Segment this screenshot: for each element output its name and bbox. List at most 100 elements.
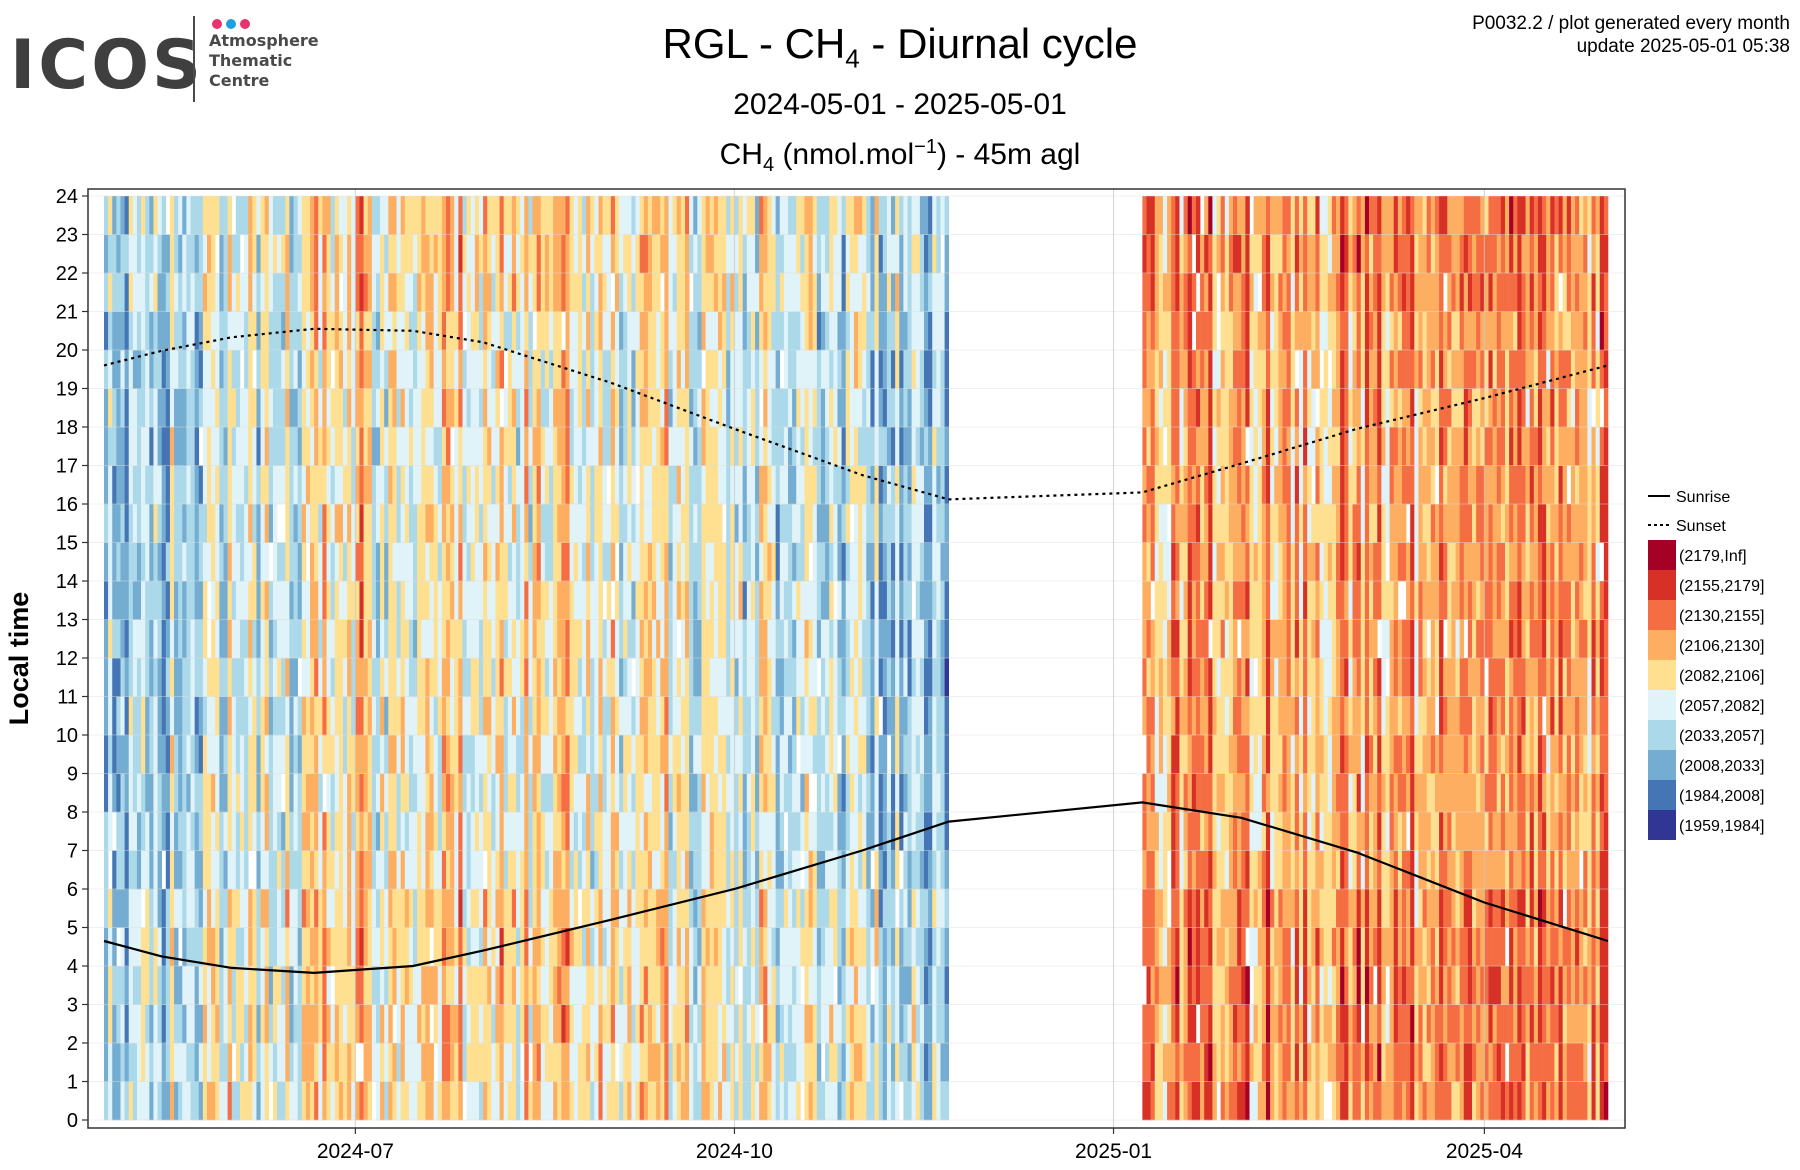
heatmap-cell	[631, 735, 636, 774]
heatmap-cell	[466, 812, 472, 851]
heatmap-cell	[775, 388, 781, 428]
heatmap-cell	[141, 696, 146, 736]
heatmap-cell	[446, 619, 451, 659]
heatmap-cell	[759, 350, 764, 389]
heatmap-cell	[870, 234, 875, 274]
heatmap-cell	[573, 850, 579, 890]
heatmap-cell	[124, 812, 130, 851]
heatmap-cell	[891, 966, 896, 1005]
heatmap-cell	[870, 1043, 875, 1082]
heatmap-cell	[367, 735, 373, 774]
heatmap-cell	[565, 812, 570, 851]
heatmap-cell	[680, 196, 686, 235]
heatmap-cell	[623, 658, 628, 697]
heatmap-cell	[396, 504, 401, 543]
heatmap-cell	[1146, 350, 1151, 389]
heatmap-cell	[478, 427, 484, 466]
heatmap-cell	[685, 619, 690, 659]
heatmap-cell	[446, 196, 451, 235]
heatmap-cell	[252, 889, 257, 928]
heatmap-cell	[231, 619, 237, 659]
heatmap-cell	[722, 773, 727, 813]
heatmap-cell	[202, 273, 208, 312]
heatmap-cell	[462, 427, 467, 466]
heatmap-cell	[647, 196, 653, 235]
heatmap-cell	[763, 619, 768, 659]
heatmap-cell	[602, 311, 608, 351]
heatmap-cell	[862, 1004, 867, 1044]
heatmap-cell	[1150, 234, 1156, 274]
heatmap-cell	[392, 927, 397, 967]
heatmap-cell	[132, 1081, 138, 1121]
heatmap-cell	[643, 427, 649, 466]
heatmap-cell	[248, 234, 253, 274]
heatmap-cell	[178, 1081, 183, 1121]
heatmap-cell	[911, 850, 917, 890]
heatmap-cell	[388, 1081, 393, 1121]
heatmap-cell	[289, 465, 294, 505]
heatmap-cell	[610, 850, 616, 890]
heatmap-cell	[693, 927, 698, 967]
heatmap-cell	[112, 234, 117, 274]
heatmap-cell	[928, 927, 933, 967]
heatmap-cell	[874, 773, 879, 813]
heatmap-cell	[726, 273, 731, 312]
heatmap-cell	[470, 350, 476, 389]
heatmap-cell	[709, 388, 715, 428]
heatmap-cell	[359, 350, 364, 389]
heatmap-cell	[256, 427, 261, 466]
heatmap-cell	[573, 234, 579, 274]
heatmap-cell	[895, 850, 900, 890]
heatmap-cell	[458, 619, 463, 659]
heatmap-cell	[458, 735, 463, 774]
heatmap-cell	[207, 966, 212, 1005]
heatmap-cell	[672, 388, 678, 428]
heatmap-cell	[549, 504, 554, 543]
heatmap-cell	[491, 658, 496, 697]
heatmap-cell	[454, 735, 459, 774]
heatmap-cell	[174, 812, 179, 851]
heatmap-cell	[301, 427, 307, 466]
heatmap-cell	[132, 504, 138, 543]
heatmap-cell	[717, 1081, 723, 1121]
heatmap-cell	[462, 465, 467, 505]
heatmap-cell	[384, 966, 389, 1005]
heatmap-cell	[417, 696, 422, 736]
heatmap-cell	[891, 465, 896, 505]
heatmap-cell	[355, 465, 360, 505]
heatmap-cell	[281, 850, 286, 890]
heatmap-cell	[347, 465, 352, 505]
heatmap-cell	[1142, 311, 1147, 351]
heatmap-cell	[363, 889, 369, 928]
heatmap-cell	[404, 350, 410, 389]
heatmap-cell	[726, 966, 731, 1005]
heatmap-cell	[598, 735, 603, 774]
heatmap-cell	[462, 196, 467, 235]
heatmap-cell	[656, 1043, 661, 1082]
heatmap-cell	[623, 619, 628, 659]
heatmap-cell	[446, 812, 451, 851]
heatmap-cell	[408, 1004, 414, 1044]
heatmap-cell	[792, 350, 797, 389]
heatmap-cell	[882, 542, 888, 582]
heatmap-cell	[207, 350, 212, 389]
heatmap-cell	[194, 311, 200, 351]
heatmap-cell	[775, 504, 781, 543]
heatmap-cell	[878, 504, 884, 543]
heatmap-cell	[866, 658, 871, 697]
heatmap-cell	[458, 427, 463, 466]
heatmap-cell	[610, 735, 616, 774]
heatmap-cell	[116, 388, 121, 428]
heatmap-cell	[891, 350, 896, 389]
heatmap-cell	[631, 350, 636, 389]
heatmap-cell	[557, 735, 562, 774]
heatmap-cell	[289, 427, 294, 466]
heatmap-cell	[726, 850, 731, 890]
icos-logo: ICOS Atmosphere Thematic Centre	[10, 14, 330, 106]
heatmap-cell	[396, 465, 401, 505]
heatmap-cell	[853, 966, 859, 1005]
heatmap-cell	[190, 234, 195, 274]
heatmap-cell	[841, 542, 846, 582]
heatmap-cell	[310, 196, 315, 235]
heatmap-cell	[322, 889, 327, 928]
